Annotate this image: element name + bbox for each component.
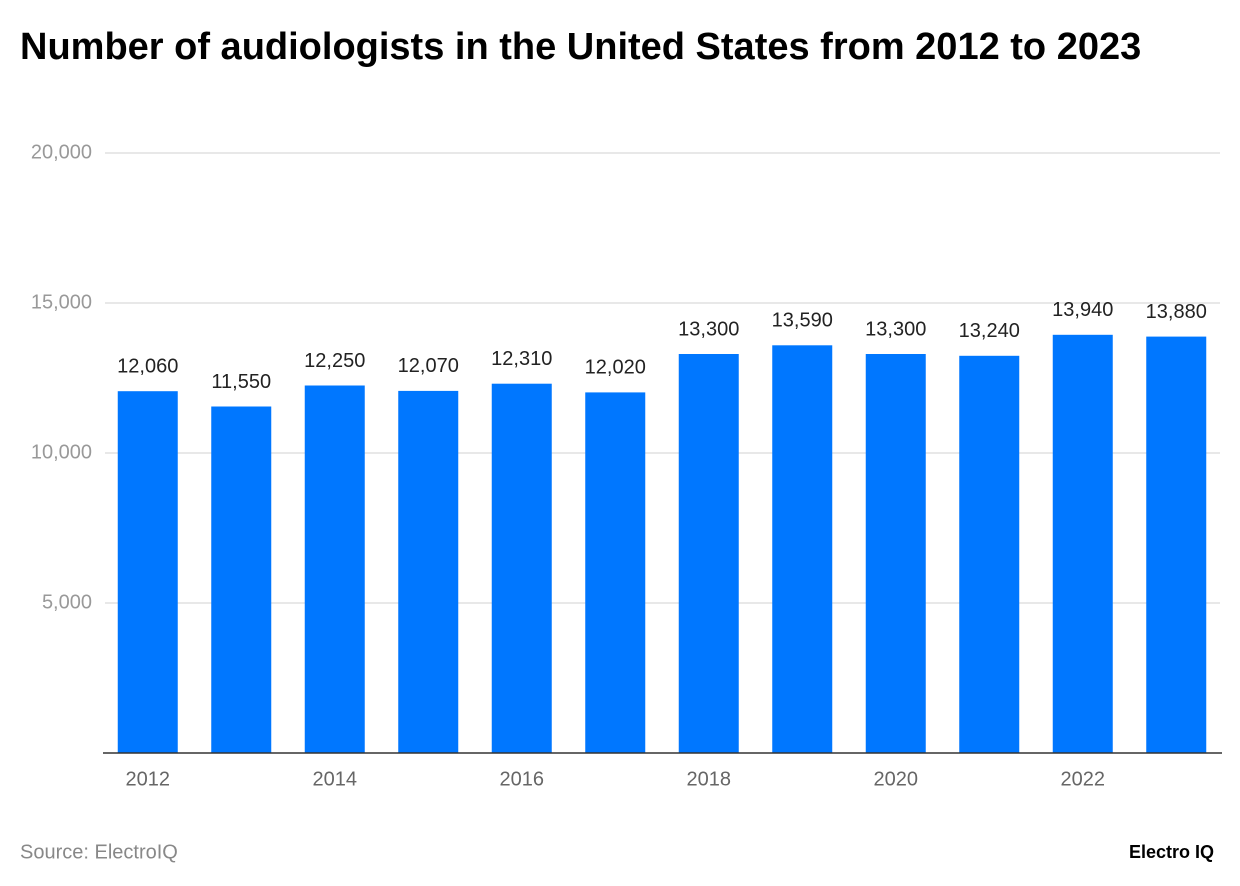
- bar: [585, 392, 646, 753]
- bar: [772, 345, 833, 753]
- x-tick-label: 2014: [313, 768, 358, 790]
- bar: [398, 390, 459, 753]
- y-tick-label: 10,000: [31, 441, 92, 463]
- bar: [211, 406, 272, 753]
- value-label: 13,590: [772, 310, 833, 332]
- value-label: 12,060: [117, 355, 178, 377]
- bar: [491, 383, 552, 753]
- value-label: 12,310: [491, 348, 552, 370]
- value-label: 13,940: [1052, 299, 1113, 321]
- y-tick-label: 20,000: [31, 141, 92, 163]
- y-tick-label: 5,000: [42, 591, 92, 613]
- bar: [865, 354, 926, 753]
- value-label: 12,070: [398, 355, 459, 377]
- bar: [678, 354, 739, 753]
- value-label: 13,880: [1146, 301, 1207, 323]
- x-tick-label: 2022: [1061, 768, 1106, 790]
- source: Source: ElectroIQ: [20, 841, 178, 863]
- value-label: 12,020: [585, 357, 646, 379]
- x-tick-label: 2018: [687, 768, 732, 790]
- x-tick-label: 2012: [126, 768, 171, 790]
- value-label: 13,300: [678, 318, 739, 340]
- bar: [304, 385, 365, 753]
- value-label: 11,550: [211, 371, 271, 393]
- chart-title: Number of audiologists in the United Sta…: [20, 26, 1142, 68]
- y-tick-label: 15,000: [31, 291, 92, 313]
- x-tick-label: 2020: [874, 768, 919, 790]
- value-label: 13,300: [865, 318, 926, 340]
- bar: [1146, 336, 1207, 753]
- value-label: 13,240: [959, 320, 1020, 342]
- x-tick-label: 2016: [500, 768, 545, 790]
- bar: [117, 391, 178, 753]
- brand: Electro IQ: [1129, 842, 1214, 862]
- value-label: 12,250: [304, 350, 365, 372]
- bar: [1052, 334, 1113, 753]
- bar: [959, 355, 1020, 753]
